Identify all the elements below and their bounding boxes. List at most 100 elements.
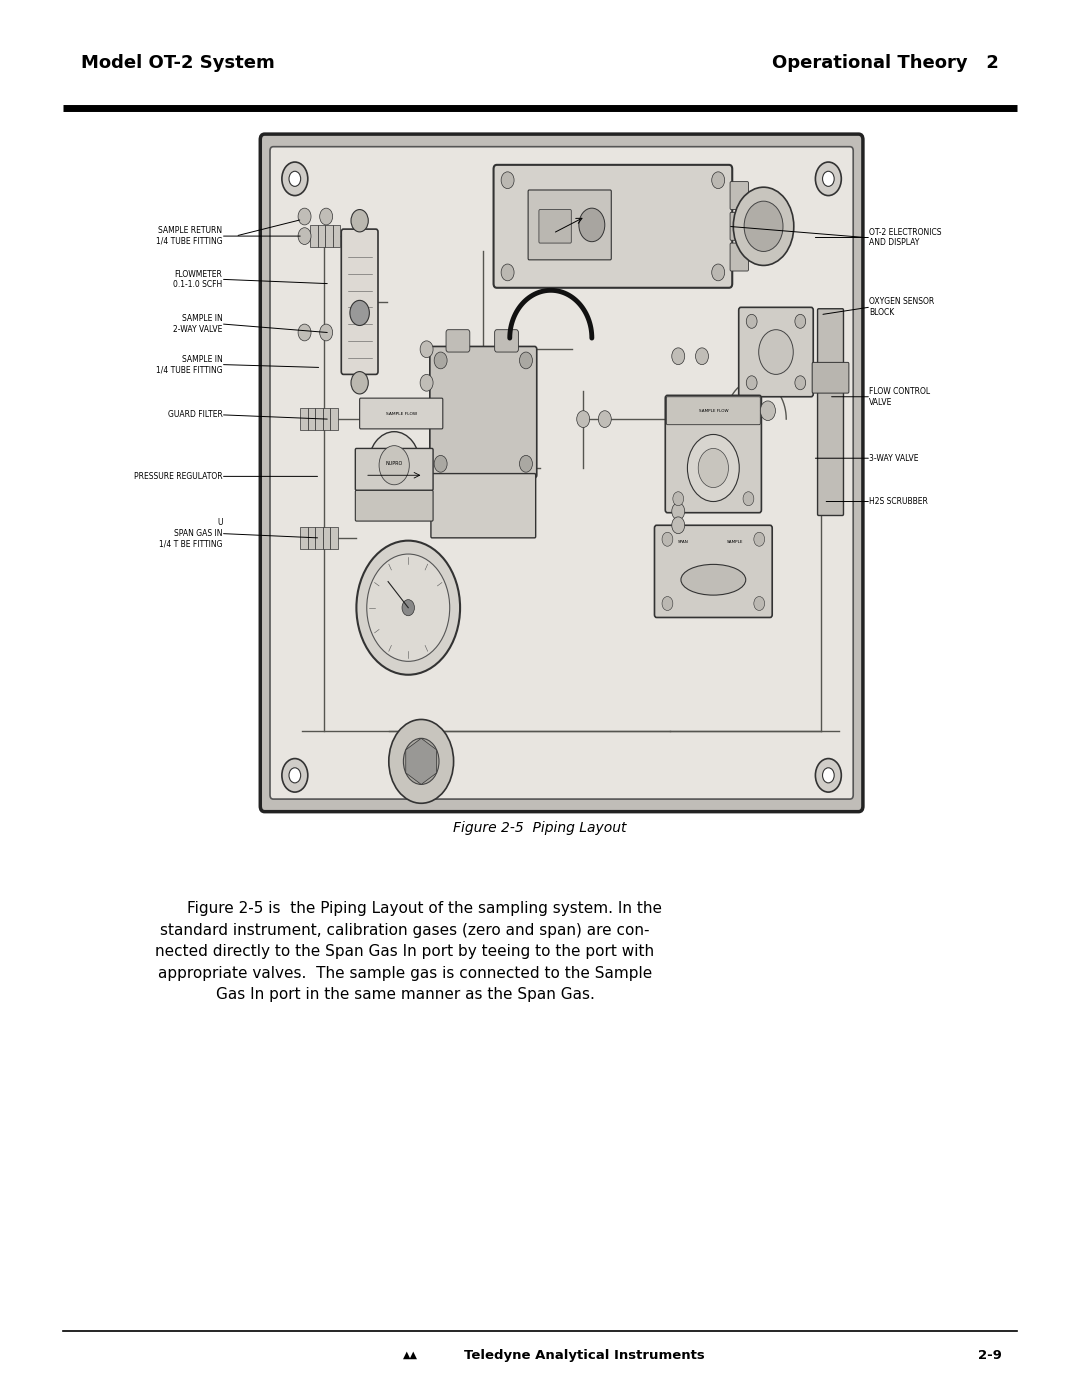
FancyBboxPatch shape <box>666 397 760 425</box>
Circle shape <box>282 759 308 792</box>
Circle shape <box>501 264 514 281</box>
Text: H2S SCRUBBER: H2S SCRUBBER <box>869 497 929 506</box>
Circle shape <box>420 374 433 391</box>
FancyBboxPatch shape <box>360 398 443 429</box>
Circle shape <box>351 210 368 232</box>
Circle shape <box>712 264 725 281</box>
Circle shape <box>298 208 311 225</box>
Circle shape <box>823 768 834 782</box>
Circle shape <box>662 597 673 610</box>
Bar <box>315 408 323 430</box>
Text: SAMPLE IN
1/4 TUBE FITTING: SAMPLE IN 1/4 TUBE FITTING <box>156 355 222 374</box>
FancyBboxPatch shape <box>270 147 853 799</box>
Text: NUPRO: NUPRO <box>386 461 403 467</box>
Circle shape <box>289 172 300 186</box>
Circle shape <box>696 348 708 365</box>
FancyBboxPatch shape <box>431 474 536 538</box>
Circle shape <box>760 401 775 420</box>
Circle shape <box>815 759 841 792</box>
FancyBboxPatch shape <box>260 134 863 812</box>
Circle shape <box>672 517 685 534</box>
Text: Teledyne Analytical Instruments: Teledyne Analytical Instruments <box>464 1348 705 1362</box>
Circle shape <box>672 348 685 365</box>
Bar <box>333 225 340 247</box>
Circle shape <box>744 201 783 251</box>
Circle shape <box>743 492 754 506</box>
Circle shape <box>320 208 333 225</box>
FancyBboxPatch shape <box>355 448 433 490</box>
Circle shape <box>351 372 368 394</box>
Text: SAMPLE FLOW: SAMPLE FLOW <box>386 412 417 415</box>
FancyBboxPatch shape <box>739 307 813 397</box>
Circle shape <box>759 330 794 374</box>
FancyBboxPatch shape <box>495 330 518 352</box>
Circle shape <box>746 314 757 328</box>
Circle shape <box>754 532 765 546</box>
Text: Model OT-2 System: Model OT-2 System <box>81 54 274 71</box>
Circle shape <box>754 597 765 610</box>
FancyBboxPatch shape <box>528 190 611 260</box>
Circle shape <box>402 599 415 616</box>
Circle shape <box>673 492 684 506</box>
Text: Operational Theory   2: Operational Theory 2 <box>772 54 999 71</box>
Text: SAMPLE FLOW: SAMPLE FLOW <box>699 409 728 412</box>
Text: FLOW CONTROL
VALVE: FLOW CONTROL VALVE <box>869 387 931 407</box>
Text: U
SPAN GAS IN
1/4 T BE FITTING: U SPAN GAS IN 1/4 T BE FITTING <box>159 518 222 549</box>
Bar <box>330 527 338 549</box>
Circle shape <box>298 324 311 341</box>
FancyBboxPatch shape <box>446 330 470 352</box>
Text: ▲▲: ▲▲ <box>403 1350 418 1361</box>
Circle shape <box>795 376 806 390</box>
Circle shape <box>289 768 300 782</box>
FancyBboxPatch shape <box>355 490 433 521</box>
Circle shape <box>519 352 532 369</box>
Circle shape <box>356 541 460 675</box>
Circle shape <box>795 314 806 328</box>
Ellipse shape <box>680 564 745 595</box>
Circle shape <box>577 411 590 427</box>
Bar <box>323 408 330 430</box>
Text: Figure 2-5  Piping Layout: Figure 2-5 Piping Layout <box>454 821 626 835</box>
Circle shape <box>687 434 739 502</box>
FancyBboxPatch shape <box>730 182 748 210</box>
Circle shape <box>733 187 794 265</box>
Text: 3-WAY VALVE: 3-WAY VALVE <box>869 454 919 462</box>
FancyBboxPatch shape <box>341 229 378 374</box>
Bar <box>308 408 315 430</box>
Text: FLOWMETER
0.1-1.0 SCFH: FLOWMETER 0.1-1.0 SCFH <box>173 270 222 289</box>
Circle shape <box>698 448 729 488</box>
FancyBboxPatch shape <box>539 210 571 243</box>
FancyBboxPatch shape <box>654 525 772 617</box>
Polygon shape <box>406 738 436 785</box>
Circle shape <box>368 432 420 499</box>
Circle shape <box>350 300 369 326</box>
Circle shape <box>598 411 611 427</box>
Text: OXYGEN SENSOR
BLOCK: OXYGEN SENSOR BLOCK <box>869 298 934 317</box>
Bar <box>308 527 315 549</box>
Circle shape <box>815 162 841 196</box>
FancyBboxPatch shape <box>730 243 748 271</box>
Bar <box>315 527 323 549</box>
Circle shape <box>389 719 454 803</box>
Circle shape <box>519 455 532 472</box>
FancyBboxPatch shape <box>818 309 843 515</box>
Text: Figure 2-5 is  the Piping Layout of the sampling system. In the
standard instrum: Figure 2-5 is the Piping Layout of the s… <box>148 901 662 1003</box>
Circle shape <box>501 172 514 189</box>
Text: SPAN: SPAN <box>678 541 689 543</box>
FancyBboxPatch shape <box>665 395 761 513</box>
FancyBboxPatch shape <box>494 165 732 288</box>
Circle shape <box>404 738 438 785</box>
Circle shape <box>379 446 409 485</box>
Circle shape <box>823 172 834 186</box>
Circle shape <box>579 208 605 242</box>
Text: 2-9: 2-9 <box>978 1348 1002 1362</box>
Bar <box>310 225 318 247</box>
Circle shape <box>282 162 308 196</box>
Bar <box>318 225 325 247</box>
Bar <box>300 408 308 430</box>
Circle shape <box>672 503 685 520</box>
Text: SAMPLE: SAMPLE <box>727 541 743 543</box>
Circle shape <box>298 228 311 244</box>
FancyBboxPatch shape <box>430 346 537 478</box>
Circle shape <box>320 324 333 341</box>
